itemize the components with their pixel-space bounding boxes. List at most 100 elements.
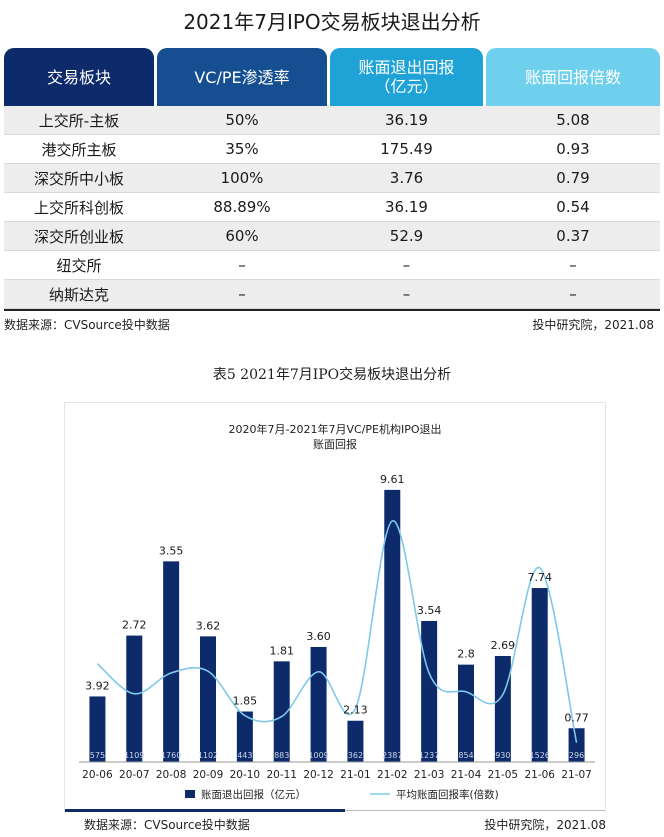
table-body: 上交所-主板 50% 36.19 5.08 港交所主板 35% 175.49 0.93 深交所中… <box>4 106 660 309</box>
multiple-label: 3.54 <box>417 604 442 617</box>
cell-penetration: 60% <box>225 227 259 245</box>
x-tick-label: 21-02 <box>377 769 408 781</box>
bar-20-09 <box>200 636 216 762</box>
bar-value-label: 1102 <box>198 751 218 760</box>
cell-board: 深交所中小板 <box>33 169 124 188</box>
cell-board: 纳斯达克 <box>48 285 109 304</box>
multiple-label: 1.81 <box>269 644 294 657</box>
x-tick-label: 20-06 <box>82 769 113 781</box>
exit-analysis-table: 交易板块 VC/PE渗透率 账面退出回报 （亿元） 账面回报倍数 上交所-主板 5… <box>4 48 660 311</box>
cell-board: 深交所创业板 <box>33 227 124 246</box>
cell-board: 港交所主板 <box>41 140 117 159</box>
cell-exit-return: 36.19 <box>385 198 428 216</box>
bar-value-label: 883 <box>274 751 289 760</box>
table-row: 深交所中小板 100% 3.76 0.79 <box>4 164 660 193</box>
chart-credit: 投中研究院，2021.08 <box>484 818 606 832</box>
cell-penetration: 35% <box>225 140 259 158</box>
x-tick-label: 21-03 <box>414 769 445 781</box>
multiple-label: 1.85 <box>233 694 258 707</box>
chart-source: 数据来源：CVSource投中数据 <box>84 818 250 832</box>
header-board-label: 交易板块 <box>46 67 111 87</box>
cell-return-multiple: 5.08 <box>556 111 590 129</box>
header-exit-return-label: 账面退出回报 （亿元） <box>358 58 455 96</box>
multiple-label: 3.60 <box>306 630 331 643</box>
multiple-label: 0.77 <box>564 711 589 724</box>
cell-exit-return: – <box>402 256 411 274</box>
table-credit: 投中研究院，2021.08 <box>532 318 654 332</box>
x-tick-label: 20-07 <box>119 769 150 781</box>
bar-21-02 <box>384 489 401 762</box>
cell-return-multiple: 0.37 <box>556 227 590 245</box>
bar-20-07 <box>126 635 143 762</box>
table-row: 港交所主板 35% 175.49 0.93 <box>4 135 660 164</box>
bar-value-label: 1109 <box>124 751 144 760</box>
table-bottom-rule <box>4 309 660 311</box>
x-tick-label: 21-06 <box>524 769 555 781</box>
multiple-label: 7.74 <box>527 571 552 584</box>
bottom-accent-dark <box>65 809 345 812</box>
bar-20-11 <box>273 661 290 762</box>
cell-return-multiple: 0.93 <box>556 140 590 158</box>
multiple-label: 3.62 <box>196 619 221 632</box>
x-tick-label: 20-12 <box>303 769 334 781</box>
cell-return-multiple: – <box>569 256 577 274</box>
bar-20-06 <box>89 696 106 762</box>
bar-value-label: 1237 <box>419 751 439 760</box>
bar-21-05 <box>494 655 511 762</box>
header-penetration: VC/PE渗透率 <box>157 48 327 106</box>
chart-frame: 2020年7月-2021年7月VC/PE机构IPO退出 账面回报 575 1109 17… <box>64 402 606 813</box>
multiple-label: 2.72 <box>122 619 146 632</box>
chart-title: 2020年7月-2021年7月VC/PE机构IPO退出 <box>229 422 442 436</box>
cell-penetration: 100% <box>220 169 264 187</box>
bottom-accent-light <box>345 810 605 811</box>
table-row: 上交所-主板 50% 36.19 5.08 <box>4 106 660 135</box>
bar-21-04 <box>458 664 474 762</box>
cell-exit-return: – <box>402 285 411 303</box>
line-average-return <box>96 520 578 743</box>
cell-exit-return: 175.49 <box>380 140 433 158</box>
legend-bar-swatch <box>185 790 195 798</box>
page-title: 2021年7月IPO交易板块退出分析 <box>183 10 481 34</box>
bar-20-10 <box>236 711 253 762</box>
bar-value-label: 296 <box>569 751 584 760</box>
chart-title-line2: 账面回报 <box>313 437 357 451</box>
multiple-label: 2.69 <box>491 639 516 652</box>
cell-penetration: – <box>238 256 246 274</box>
cell-return-multiple: 0.79 <box>556 169 590 187</box>
cell-board: 上交所-主板 <box>38 111 120 130</box>
bar-21-06 <box>531 588 548 762</box>
bar-value-label: 1760 <box>161 751 181 760</box>
table-row: 纳斯达克 – – – <box>4 280 660 309</box>
x-tick-label: 20-08 <box>156 769 187 781</box>
cell-return-multiple: – <box>569 285 577 303</box>
x-tick-label: 21-04 <box>451 769 482 781</box>
bar-value-label: 2387 <box>382 751 402 760</box>
legend-line-label: 平均账面回报率(倍数) <box>396 788 499 801</box>
header-return-multiple: 账面回报倍数 <box>486 48 660 106</box>
multiple-label: 2.8 <box>457 648 475 661</box>
table-source: 数据来源：CVSource投中数据 <box>4 318 170 332</box>
bar-21-01 <box>347 720 364 762</box>
cell-penetration: 50% <box>225 111 259 129</box>
cell-penetration: 88.89% <box>213 198 271 216</box>
table-row: 深交所创业板 60% 52.9 0.37 <box>4 222 660 251</box>
cell-penetration: – <box>238 285 246 303</box>
multiple-label: 3.92 <box>85 679 110 692</box>
table-row: 上交所科创板 88.89% 36.19 0.54 <box>4 193 660 222</box>
bar-value-label: 575 <box>90 751 105 760</box>
x-tick-label: 20-10 <box>230 769 261 781</box>
bar-value-label: 443 <box>237 751 252 760</box>
x-tick-label: 21-07 <box>561 769 592 781</box>
bar-value-label: 1009 <box>308 751 328 760</box>
x-tick-label: 20-09 <box>193 769 224 781</box>
bar-20-12 <box>310 646 327 762</box>
cell-exit-return: 36.19 <box>385 111 428 129</box>
header-board: 交易板块 <box>4 48 154 106</box>
cell-board: 上交所科创板 <box>33 198 124 217</box>
multiple-label: 3.55 <box>159 544 184 557</box>
x-tick-label: 21-05 <box>488 769 519 781</box>
bar-value-label: 930 <box>495 751 510 760</box>
cell-exit-return: 52.9 <box>389 227 424 245</box>
multiple-label: 9.61 <box>380 473 405 486</box>
cell-return-multiple: 0.54 <box>556 198 590 216</box>
